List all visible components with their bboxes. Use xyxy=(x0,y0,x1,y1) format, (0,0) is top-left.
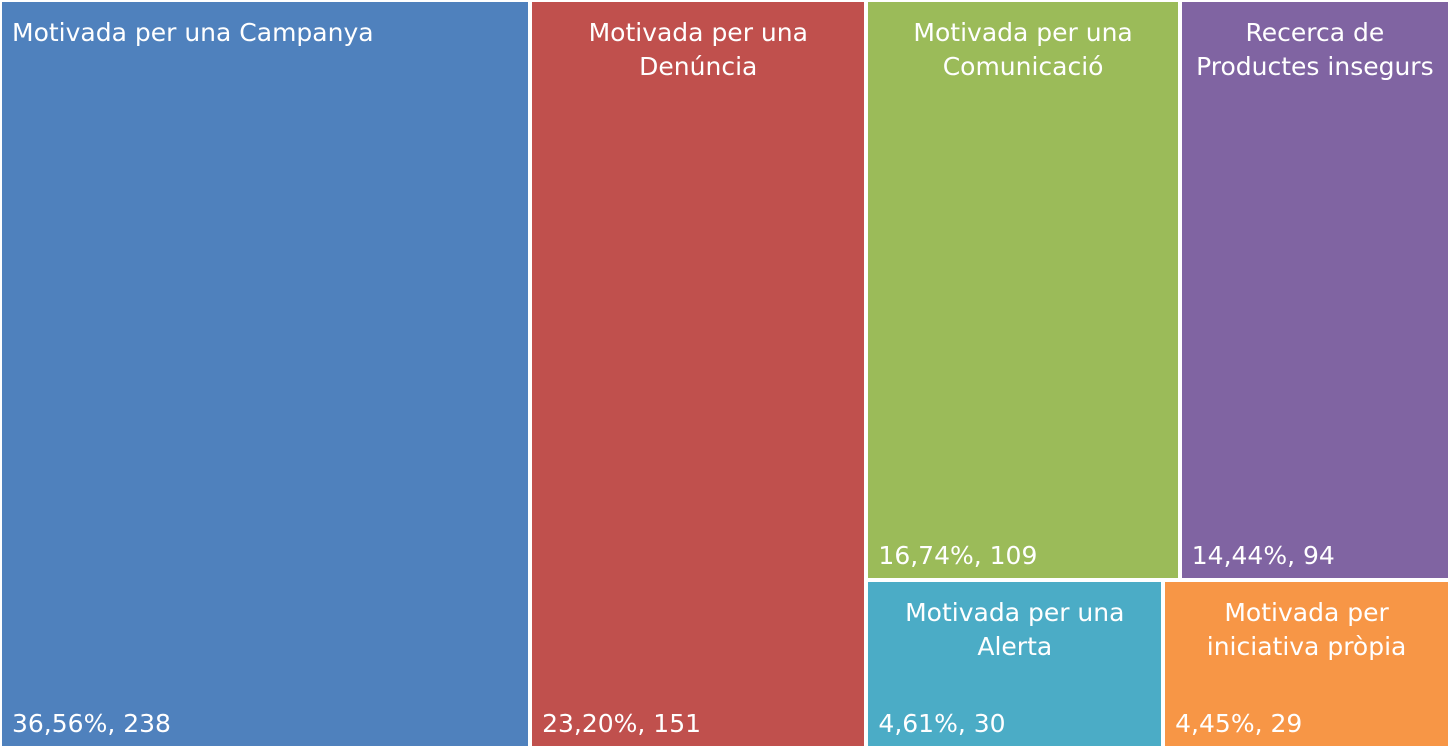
treemap-tile: Motivada per iniciativa pròpia 4,45%, 29 xyxy=(1163,579,1450,748)
tile-label: Motivada per una Comunicació xyxy=(913,18,1133,81)
tile-label: Motivada per iniciativa pròpia xyxy=(1206,597,1407,661)
tile-label: Motivada per una Denúncia xyxy=(588,18,808,81)
treemap-tile: Motivada per una Campanya 36,56%, 238 xyxy=(0,0,531,748)
tile-label: Motivada per una Campanya xyxy=(12,18,374,47)
treemap-tile: Motivada per una Denúncia 23,20%, 151 xyxy=(530,0,867,748)
data-label: 14,44%, 94 xyxy=(1191,540,1335,570)
data-label: 4,61%, 30 xyxy=(878,708,1006,738)
data-label: 23,20%, 151 xyxy=(542,709,702,738)
data-label: 16,74%, 109 xyxy=(878,540,1038,570)
treemap-tile: Motivada per una Comunicació 16,74%, 109 xyxy=(866,0,1180,580)
treemap-tile: Motivada per una Alerta 4,61%, 30 xyxy=(866,579,1164,748)
data-label: 4,45%, 29 xyxy=(1175,708,1303,738)
tile-label: Recerca de Productes insegurs xyxy=(1196,18,1434,81)
data-label: 36,56%, 238 xyxy=(12,709,171,738)
tile-label: Motivada per una Alerta xyxy=(905,597,1125,661)
treemap-tile: Recerca de Productes insegurs 14,44%, 94 xyxy=(1179,0,1450,580)
